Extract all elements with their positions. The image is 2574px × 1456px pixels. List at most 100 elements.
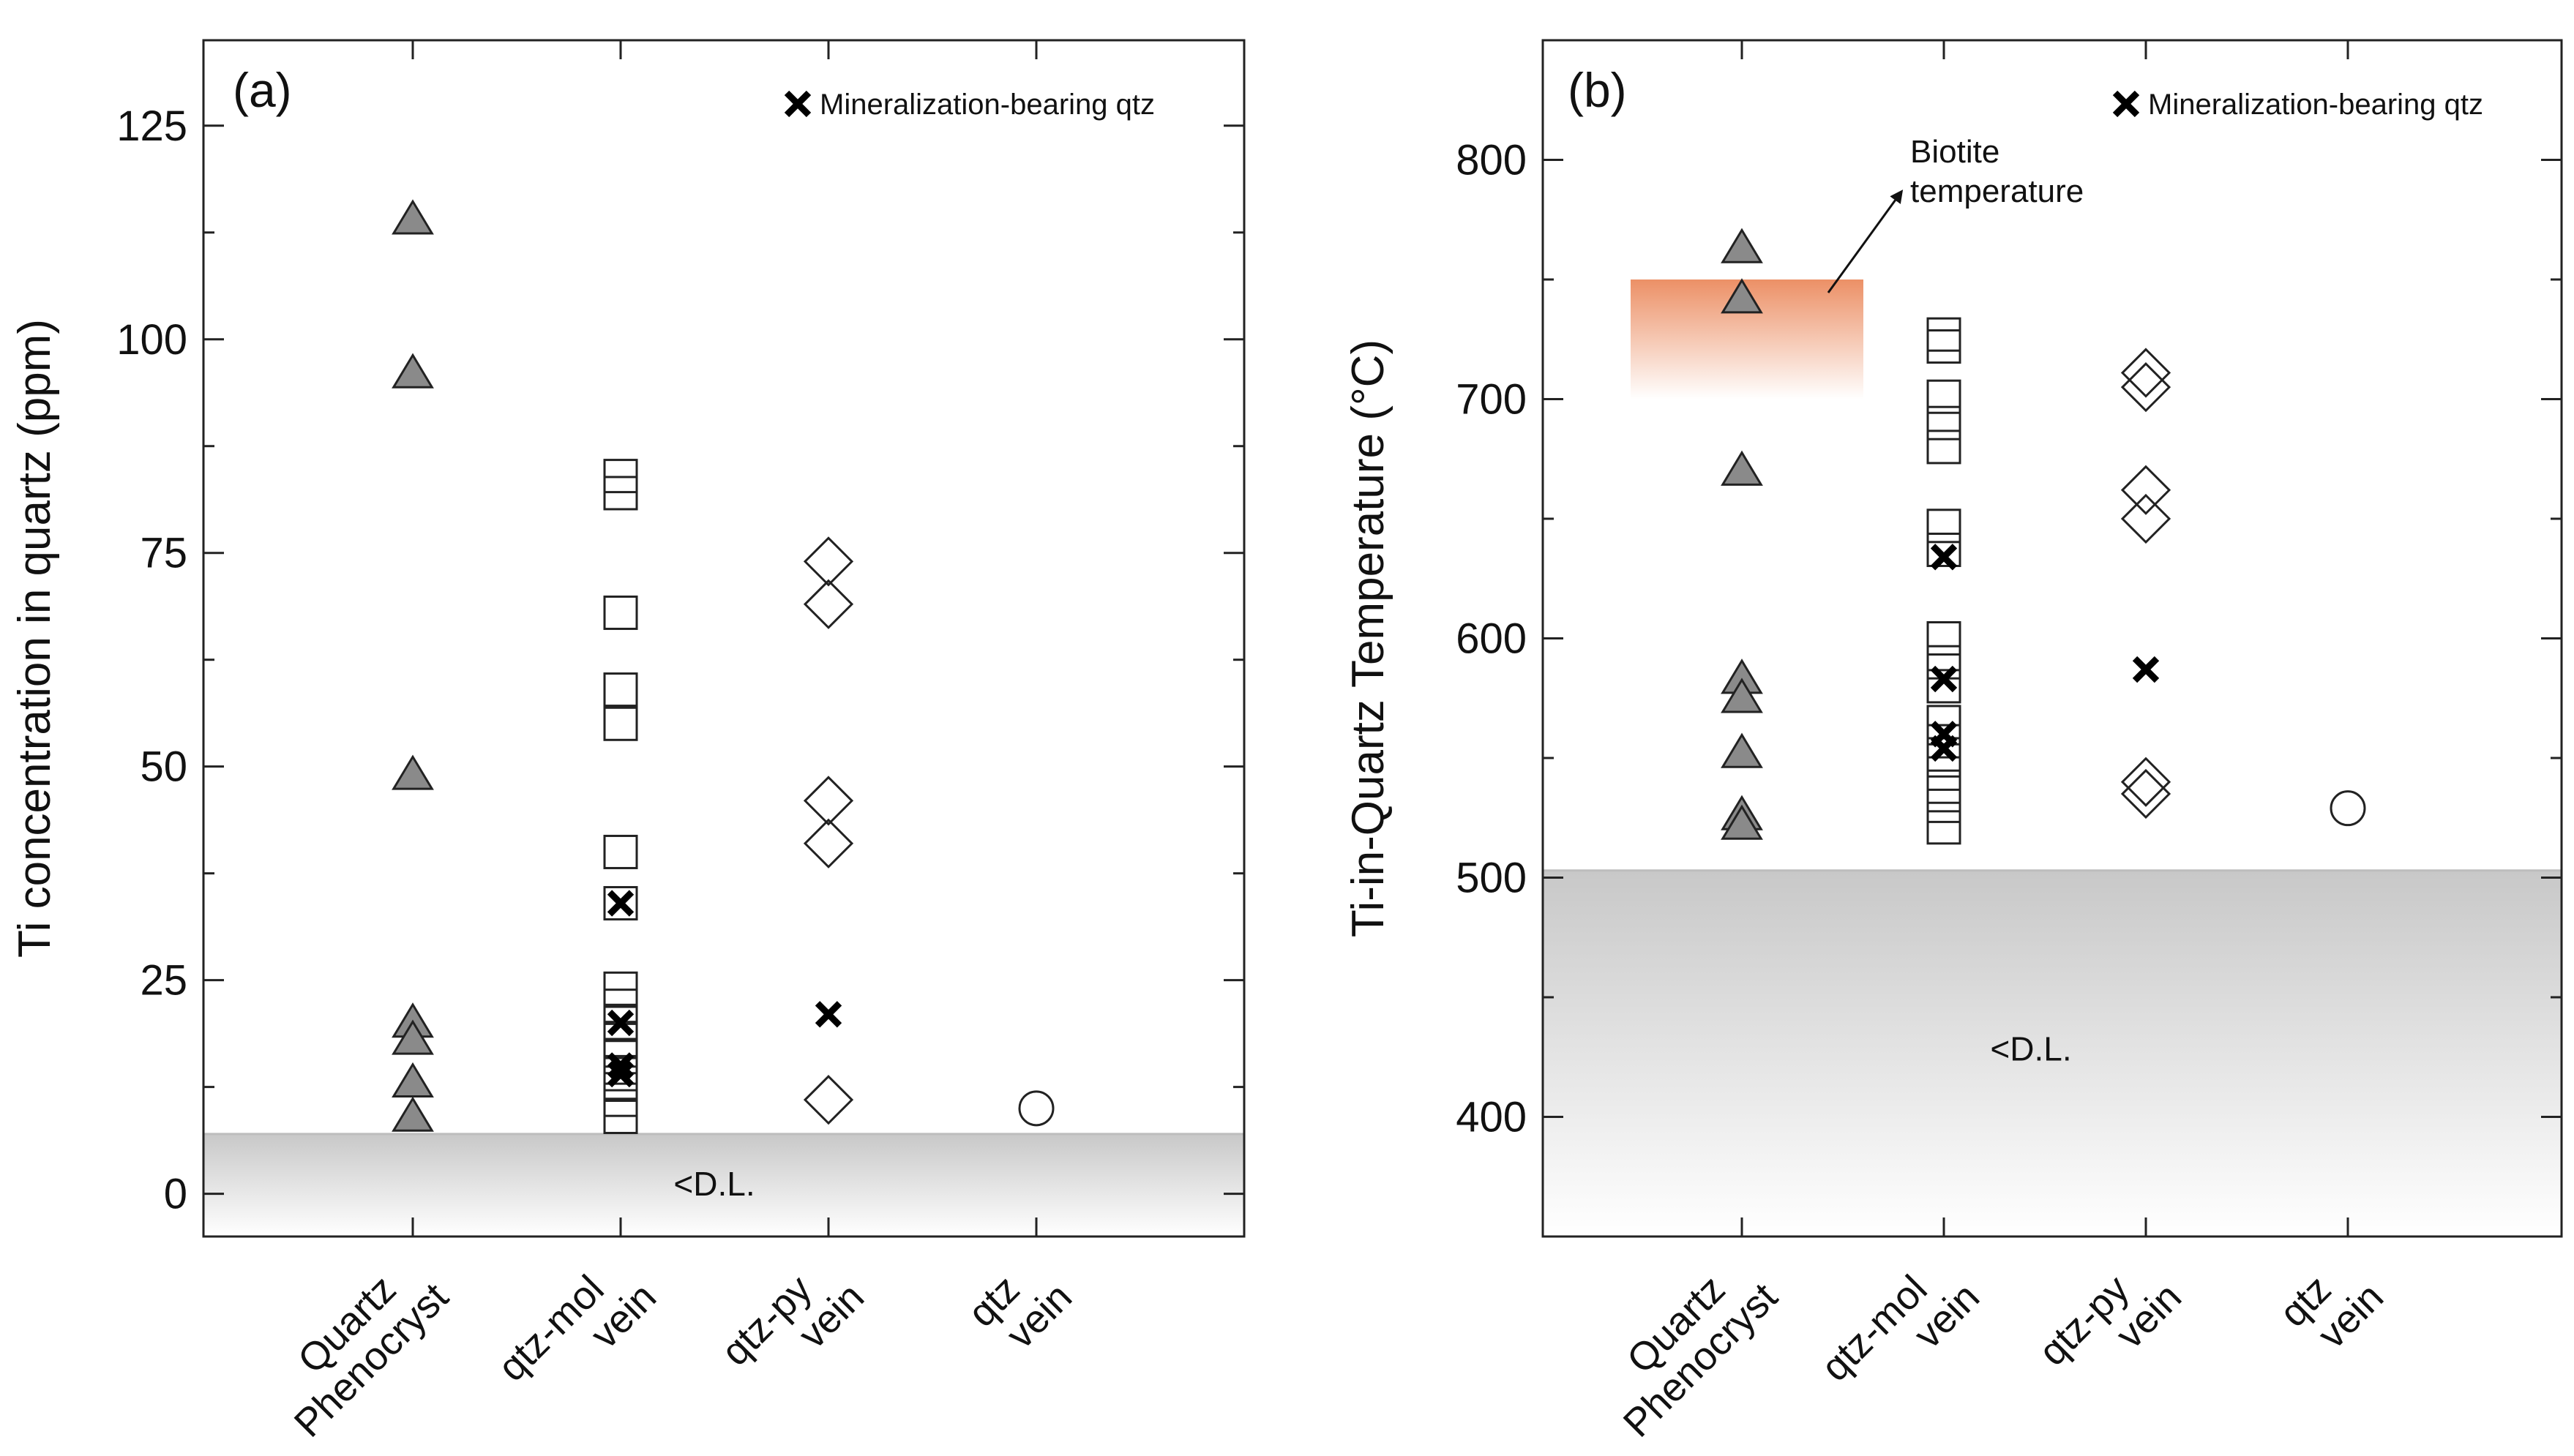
data-point [2330,790,2366,827]
data-point-mineralization [607,1009,635,1037]
data-point [603,595,638,630]
y-tick-label: 50 [140,743,187,791]
biotite-arrow [1827,189,1904,293]
series-mineralization-bearing-qtz [1930,544,2160,762]
series-qtz-vein [1018,1090,1055,1127]
data-point [1926,379,1961,414]
y-tick-label: 600 [1456,615,1527,663]
series-qtz-py-vein [2120,348,2171,819]
data-point [1926,621,1961,656]
data-point [2120,768,2171,819]
series-quartz-phenocryst [1721,228,1763,840]
data-point [1721,732,1763,768]
y-tick-label: 400 [1456,1094,1527,1141]
y-tick-label: 500 [1456,855,1527,902]
y-tick-label: 800 [1456,137,1527,184]
data-point [1721,804,1763,840]
panel-label: (a) [233,63,292,117]
data-point [1721,278,1763,314]
biotite-label-line1: Biotite [1910,134,1999,170]
data-point [2120,465,2171,515]
series-qtz-mol-vein [603,459,638,1134]
data-point [1018,1090,1055,1127]
detection-limit-label: <D.L. [673,1165,755,1203]
y-axis-label: Ti concentration in quartz (ppm) [10,319,60,958]
data-point [1926,788,1961,823]
biotite-label-line2: temperature [1910,173,2084,209]
data-point [392,1019,434,1055]
data-point [1926,429,1961,465]
data-point [603,834,638,869]
data-point [1721,678,1763,713]
y-tick-label: 100 [116,316,187,364]
data-point-mineralization [607,890,635,917]
y-axis-label: Ti-in-Quartz Temperature (°C) [1343,339,1393,937]
y-tick-label: 25 [140,957,187,1005]
series-mineralization-bearing-qtz [607,890,842,1088]
data-point [1926,724,1961,759]
data-point [1926,329,1961,364]
data-point [1926,509,1961,544]
data-point-mineralization [1930,665,1958,693]
data-point [603,672,638,708]
detection-limit-band [1543,870,2562,1237]
series-qtz-vein [2330,790,2366,827]
legend-marker [784,90,812,118]
legend-label: Mineralization-bearing qtz [820,89,1155,121]
data-point [1926,317,1961,352]
detection-limit-label: <D.L. [1990,1030,2071,1068]
data-point [392,353,434,389]
data-point [1926,645,1961,680]
detection-limit-band [203,1133,1244,1237]
data-point [392,1096,434,1132]
y-tick-label: 75 [140,530,187,577]
data-point-mineralization [607,1060,635,1088]
data-point [2120,362,2171,413]
legend-marker [2112,90,2140,118]
y-tick-label: 125 [116,102,187,150]
data-point [603,476,638,511]
data-point [2120,348,2171,398]
data-point [803,776,854,826]
data-point [803,579,854,629]
data-point-mineralization [815,1001,842,1028]
series-quartz-phenocryst [392,199,434,1132]
data-point [603,706,638,741]
data-point-mineralization [1930,544,1958,571]
data-point [2120,757,2171,807]
data-point [1721,450,1763,486]
legend-label: Mineralization-bearing qtz [2148,89,2483,121]
data-point-mineralization [607,1052,635,1079]
series-qtz-py-vein [803,536,854,1125]
data-point [392,199,434,235]
data-point-mineralization [2132,656,2160,683]
data-point [603,1100,638,1134]
data-point [803,818,854,868]
data-point [603,886,638,921]
data-point [1926,769,1961,804]
data-point [1926,533,1961,568]
data-point [1926,810,1961,845]
series-qtz-mol-vein [1926,317,1961,845]
data-point [1721,228,1763,263]
data-point [392,1062,434,1098]
data-point [803,1075,854,1125]
data-point [803,536,854,587]
data-point [1926,405,1961,440]
data-point [392,754,434,790]
plot-frame [202,39,1246,1238]
y-tick-label: 0 [164,1171,187,1218]
y-tick-label: 700 [1456,376,1527,424]
data-point [2120,493,2171,544]
